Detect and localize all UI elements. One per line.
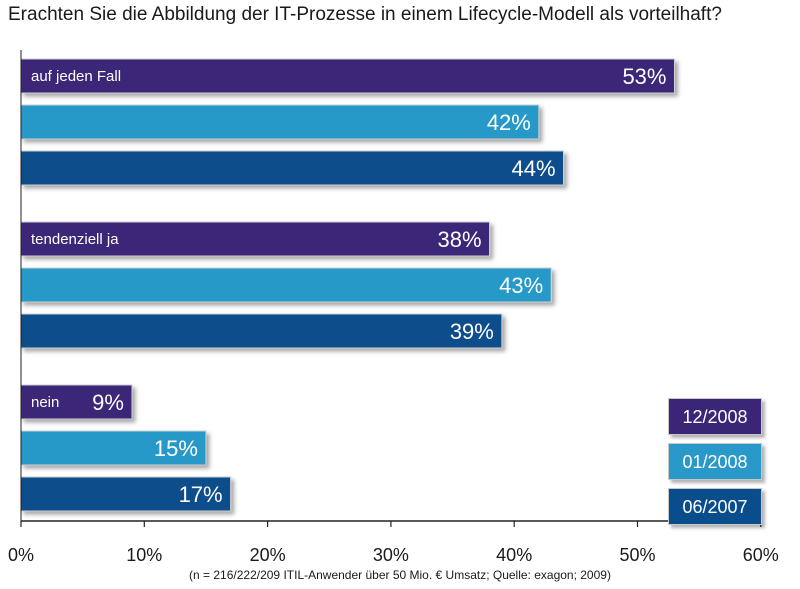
x-tick-label: 0% xyxy=(8,545,34,565)
data-label: 9% xyxy=(92,390,124,415)
data-label: 39% xyxy=(450,319,494,344)
legend-entry: 12/2008 xyxy=(668,398,762,435)
x-tick-label: 60% xyxy=(743,545,779,565)
bar xyxy=(20,221,491,257)
chart-title: Erachten Sie die Abbildung der IT-Prozes… xyxy=(8,4,722,25)
x-tick-label: 40% xyxy=(496,545,532,565)
category-label: tendenziell ja xyxy=(31,231,119,248)
bar xyxy=(20,150,565,186)
bar xyxy=(20,267,552,303)
bar xyxy=(20,384,133,420)
footnote: (n = 216/222/209 ITIL-Anwender über 50 M… xyxy=(189,568,611,582)
data-label: 44% xyxy=(511,156,555,181)
legend-entry: 06/2007 xyxy=(668,488,762,525)
x-tick-label: 20% xyxy=(250,545,286,565)
x-tick-label: 50% xyxy=(619,545,655,565)
legend: 12/2008 01/2008 06/2007 xyxy=(668,398,762,533)
bar xyxy=(20,313,503,349)
data-label: 43% xyxy=(499,273,543,298)
data-label: 15% xyxy=(154,436,198,461)
data-label: 38% xyxy=(437,227,481,252)
data-label: 42% xyxy=(487,110,531,135)
data-label: 53% xyxy=(622,64,666,89)
bar xyxy=(20,58,675,94)
x-tick-label: 30% xyxy=(373,545,409,565)
data-label: 17% xyxy=(179,482,223,507)
bar xyxy=(20,430,207,466)
category-label: nein xyxy=(31,394,59,411)
bar xyxy=(20,476,232,512)
bar xyxy=(20,104,540,140)
legend-entry: 01/2008 xyxy=(668,443,762,480)
category-label: auf jeden Fall xyxy=(31,68,121,85)
x-tick-label: 10% xyxy=(126,545,162,565)
